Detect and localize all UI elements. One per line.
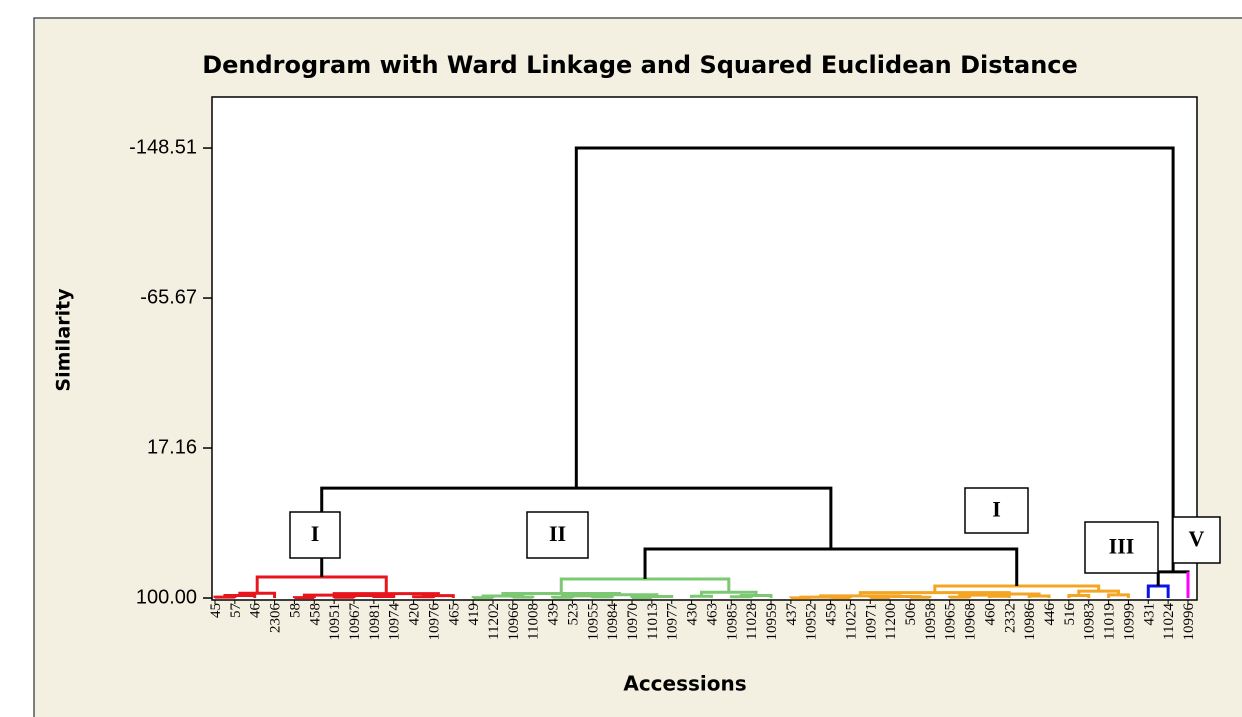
dendrogram-link [551, 595, 574, 599]
leaf-label: 10999 [1121, 603, 1137, 641]
leaf-label: 11013 [645, 603, 661, 640]
leaf-label: 437 [784, 603, 800, 626]
x-axis-label: Accessions [623, 672, 746, 696]
annotation: I [311, 521, 320, 546]
leaf-label: 465 [446, 603, 462, 626]
leaf-label: 10983 [1082, 603, 1098, 641]
dendrogram-link [501, 591, 622, 597]
leaf-label: 431 [1141, 603, 1157, 626]
dendrogram-link [213, 595, 237, 599]
dendrogram-link [238, 591, 277, 598]
annotation: I [992, 497, 1001, 522]
y-tick-label: -148.51 [129, 136, 197, 158]
leaf-label: 45 [208, 603, 224, 618]
annotation: V [1189, 526, 1205, 551]
leaf-label: 10967 [347, 603, 363, 641]
leaf-label: 11008 [526, 603, 542, 640]
leaf-label: 10951 [327, 603, 343, 641]
leaf-label: 10968 [963, 603, 979, 641]
leaf-label: 11028 [744, 603, 760, 640]
leaf-label: 10984 [605, 603, 621, 641]
leaf-label: 2306 [268, 603, 284, 634]
dendrogram-link [1077, 589, 1120, 596]
leaf-label: 10959 [764, 603, 780, 641]
dendrogram-link [481, 594, 525, 598]
leaf-label: 2332 [1002, 603, 1018, 633]
annotation-box [1084, 521, 1159, 574]
annotation: II [549, 521, 566, 546]
leaf-label: 506 [903, 603, 919, 626]
leaf-label: 439 [546, 603, 562, 626]
leaf-label: 10965 [943, 603, 959, 641]
y-tick-label: 17.16 [147, 436, 197, 458]
leaf-label: 10974 [387, 603, 403, 641]
leaf-label: 10971 [863, 603, 879, 641]
leaf-label: 11025 [843, 603, 859, 640]
y-tick-label: -65.67 [140, 286, 197, 308]
leaf-label: 57 [228, 603, 244, 619]
leaf-label: 458 [307, 603, 323, 626]
leaf-label: 463 [704, 603, 720, 626]
leaf-label: 10985 [724, 603, 740, 641]
leaf-label: 11202 [486, 603, 502, 640]
leaf-label: 10977 [665, 603, 681, 641]
annotation-box [289, 511, 341, 559]
leaf-label: 58 [287, 603, 303, 618]
dendrogram-link [819, 594, 902, 598]
plot-area [211, 96, 1198, 601]
leaf-label: 10966 [506, 603, 522, 641]
leaf-label: 11200 [883, 603, 899, 640]
leaf-label: 10970 [625, 603, 641, 641]
leaf-label: 446 [1042, 603, 1058, 626]
leaf-label: 10996 [1181, 603, 1197, 641]
annotation-box [1172, 516, 1221, 564]
leaf-label: 460 [982, 603, 998, 626]
leaf-label: 459 [824, 603, 840, 626]
leaf-label: 516 [1062, 603, 1078, 626]
annotation-box [964, 487, 1029, 534]
y-tick-label: 100.00 [136, 586, 197, 608]
dendrogram-link [590, 595, 614, 599]
leaf-label: 46 [248, 603, 264, 619]
annotation-box [526, 511, 589, 559]
leaf-label: 11024 [1161, 603, 1177, 640]
dendrogram-link [1027, 594, 1051, 598]
y-axis-label: Similarity [53, 288, 75, 392]
leaf-label: 11019 [1102, 603, 1118, 640]
dendrogram-link [643, 547, 1019, 587]
dendrogram-link [255, 575, 388, 594]
dendrogram-link [561, 594, 604, 598]
leaf-label: 10976 [426, 603, 442, 641]
leaf-label: 430 [685, 603, 701, 626]
leaf-label: 10955 [585, 603, 601, 641]
dendrogram-link [574, 146, 1175, 572]
dendrogram-link [948, 595, 972, 599]
leaf-label: 420 [407, 603, 423, 626]
dendrogram-link [332, 595, 356, 599]
dendrogram-link [987, 594, 1011, 598]
dendrogram-link [640, 595, 674, 599]
leaf-label: 419 [466, 603, 482, 626]
leaf-label: 10981 [367, 603, 383, 641]
leaf-label: 10952 [804, 603, 820, 641]
dendrogram-link [690, 594, 713, 598]
annotation: III [1109, 534, 1135, 559]
leaf-label: 10986 [1022, 603, 1038, 641]
leaf-label: 10958 [923, 603, 939, 641]
leaf-label: 523 [565, 603, 581, 626]
dendrogram-link [332, 592, 440, 596]
chart-title: Dendrogram with Ward Linkage and Squared… [202, 51, 1078, 79]
